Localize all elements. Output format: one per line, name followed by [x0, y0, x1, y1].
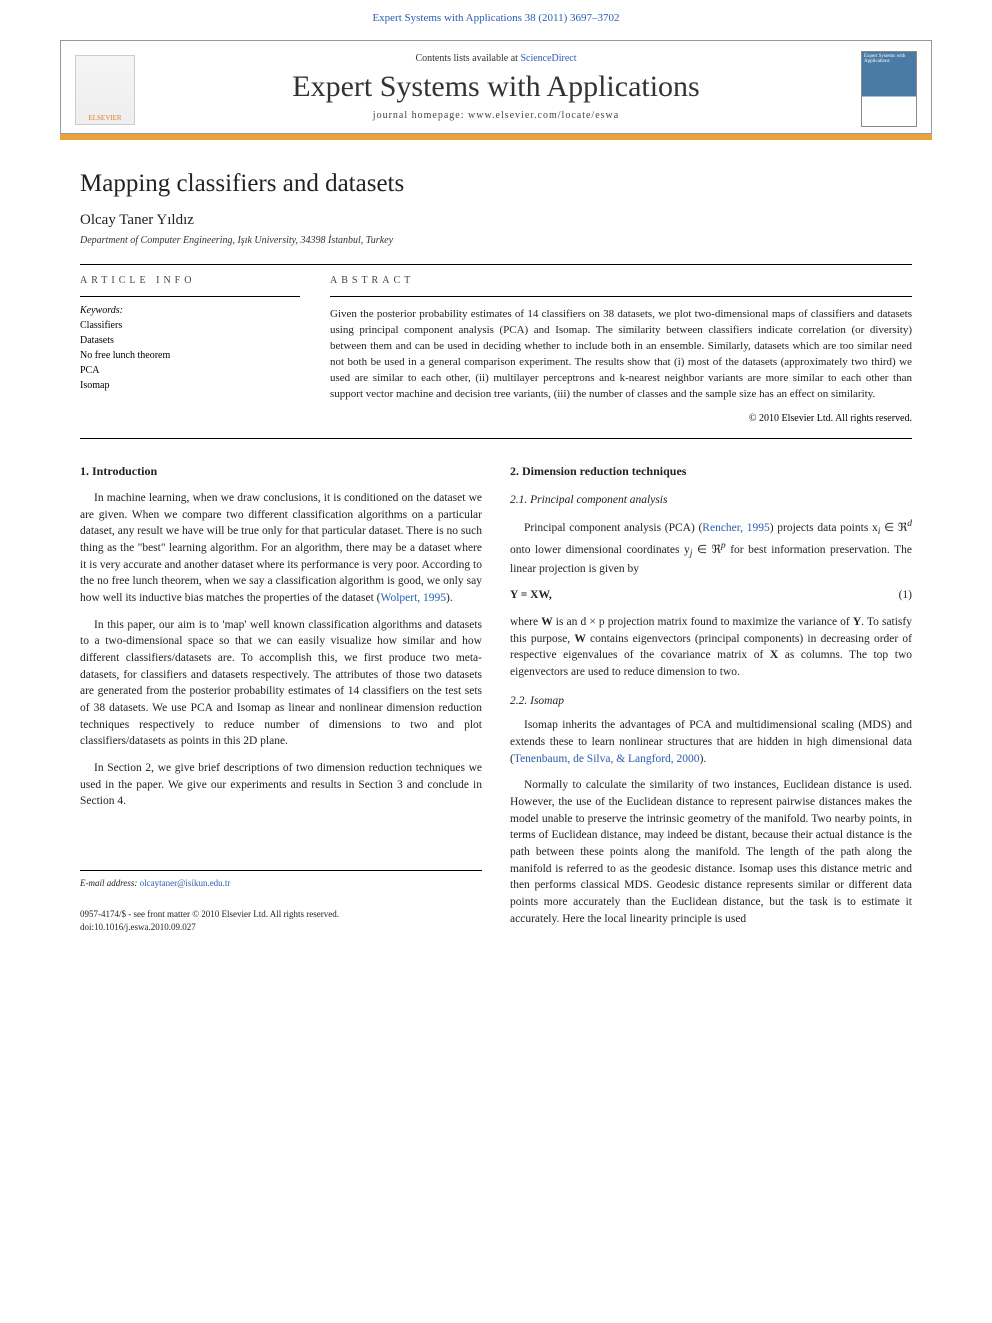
abstract-text: Given the posterior probability estimate… — [330, 307, 912, 403]
citation-link[interactable]: Wolpert, 1995 — [381, 592, 447, 604]
paragraph: In machine learning, when we draw conclu… — [80, 490, 482, 607]
issn-line: 0957-4174/$ - see front matter © 2010 El… — [80, 908, 482, 921]
publication-meta: 0957-4174/$ - see front matter © 2010 El… — [80, 908, 482, 933]
keyword-item: No free lunch theorem — [80, 348, 300, 363]
paragraph: Normally to calculate the similarity of … — [510, 777, 912, 927]
copyright-line: © 2010 Elsevier Ltd. All rights reserved… — [330, 413, 912, 424]
subsection-heading: 2.2. Isomap — [510, 693, 912, 710]
equation-number: (1) — [899, 587, 912, 604]
citation-header: Expert Systems with Applications 38 (201… — [0, 0, 992, 32]
equation-body: Y = XW, — [510, 587, 552, 604]
citation-link[interactable]: Tenenbaum, de Silva, & Langford, 2000 — [514, 753, 700, 765]
divider — [80, 264, 912, 265]
divider — [80, 296, 300, 297]
divider — [80, 438, 912, 439]
keyword-item: Classifiers — [80, 318, 300, 333]
article-content: Mapping classifiers and datasets Olcay T… — [0, 140, 992, 957]
citation-link[interactable]: Expert Systems with Applications 38 (201… — [372, 12, 619, 24]
subsection-heading: 2.1. Principal component analysis — [510, 492, 912, 509]
section-heading: 1. Introduction — [80, 463, 482, 480]
body-columns: 1. Introduction In machine learning, whe… — [80, 463, 912, 938]
abstract-label: abstract — [330, 275, 912, 286]
keywords-label: Keywords: — [80, 305, 300, 316]
journal-cover-thumbnail: Expert Systems with Applications — [861, 51, 917, 127]
equation: Y = XW, (1) — [510, 587, 912, 604]
email-label: E-mail address: — [80, 878, 137, 888]
corresponding-author-footer: E-mail address: olcaytaner@isikun.edu.tr — [80, 870, 482, 890]
section-heading: 2. Dimension reduction techniques — [510, 463, 912, 480]
paragraph: In Section 2, we give brief descriptions… — [80, 760, 482, 810]
paragraph: Principal component analysis (PCA) (Renc… — [510, 517, 912, 578]
sciencedirect-link[interactable]: ScienceDirect — [520, 53, 576, 64]
article-info-column: article info Keywords: Classifiers Datas… — [80, 275, 300, 424]
info-abstract-row: article info Keywords: Classifiers Datas… — [80, 275, 912, 424]
author-affiliation: Department of Computer Engineering, Işık… — [80, 235, 912, 246]
article-title: Mapping classifiers and datasets — [80, 170, 912, 198]
abstract-column: abstract Given the posterior probability… — [330, 275, 912, 424]
paragraph: where W is an d × p projection matrix fo… — [510, 614, 912, 681]
contents-line: Contents lists available at ScienceDirec… — [61, 53, 931, 64]
author-name: Olcay Taner Yıldız — [80, 212, 912, 229]
paragraph: In this paper, our aim is to 'map' well … — [80, 617, 482, 750]
journal-homepage: journal homepage: www.elsevier.com/locat… — [61, 110, 931, 121]
citation-link[interactable]: Rencher, 1995 — [702, 522, 769, 534]
keyword-item: PCA — [80, 363, 300, 378]
journal-banner: ELSEVIER Expert Systems with Application… — [60, 40, 932, 134]
keyword-item: Isomap — [80, 378, 300, 393]
author-email-link[interactable]: olcaytaner@isikun.edu.tr — [140, 878, 231, 888]
left-column: 1. Introduction In machine learning, whe… — [80, 463, 482, 938]
doi-line: doi:10.1016/j.eswa.2010.09.027 — [80, 921, 482, 934]
journal-title: Expert Systems with Applications — [61, 70, 931, 104]
divider — [330, 296, 912, 297]
keyword-item: Datasets — [80, 333, 300, 348]
elsevier-logo: ELSEVIER — [75, 55, 135, 125]
article-info-label: article info — [80, 275, 300, 286]
paragraph: Isomap inherits the advantages of PCA an… — [510, 717, 912, 767]
right-column: 2. Dimension reduction techniques 2.1. P… — [510, 463, 912, 938]
